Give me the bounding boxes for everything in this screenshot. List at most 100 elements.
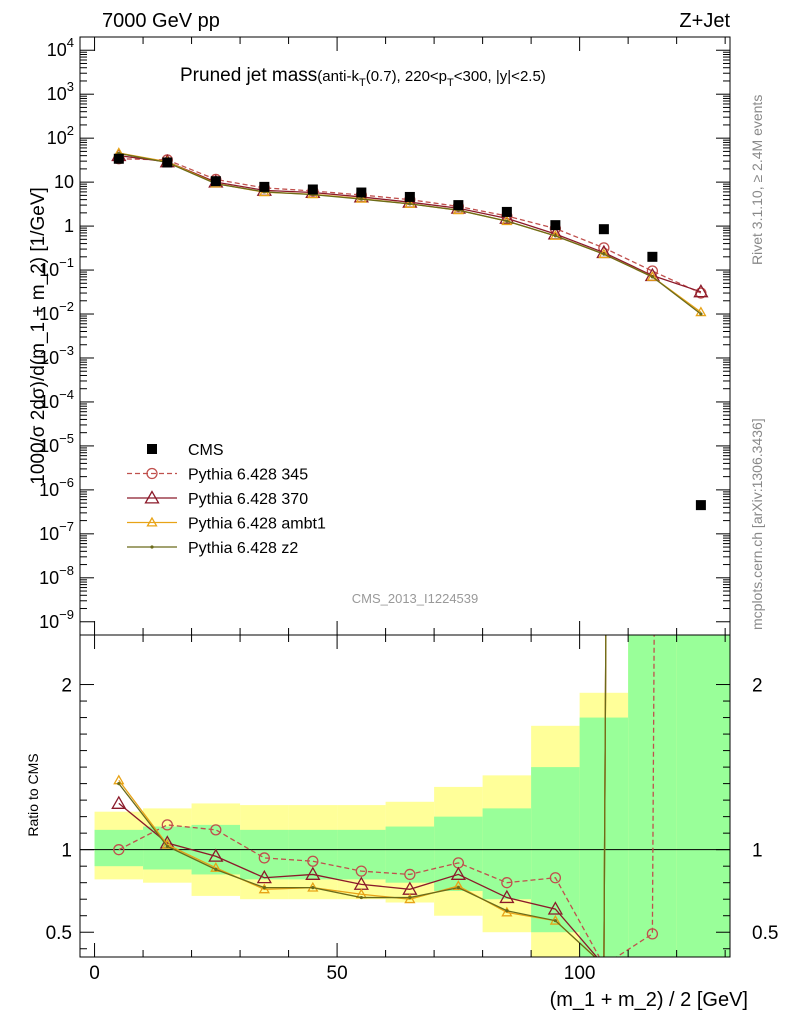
mcplots-label: mcplots.cern.ch [arXiv:1306.3436] bbox=[749, 418, 765, 630]
plot-title: Pruned jet mass(anti-kT(0.7), 220<pT<300… bbox=[180, 65, 546, 89]
data-point bbox=[553, 234, 557, 238]
data-point bbox=[113, 153, 124, 164]
ratio-line bbox=[118, 635, 607, 957]
data-point bbox=[359, 895, 363, 900]
ratio-y-tick-label-right: 0.5 bbox=[752, 923, 778, 944]
title-sub-sub2: T bbox=[447, 77, 454, 89]
data-point bbox=[699, 312, 703, 316]
data-point bbox=[453, 200, 464, 211]
y-tick-label: 104 bbox=[47, 35, 74, 60]
series-line bbox=[118, 152, 702, 313]
data-point bbox=[311, 886, 315, 890]
data-point bbox=[262, 886, 266, 890]
ratio-y-tick-label: 0.5 bbox=[46, 923, 72, 944]
xlabel: (m_1 + m_2) / 2 [GeV] bbox=[550, 989, 748, 1011]
title-main: Pruned jet mass bbox=[180, 65, 317, 86]
ratio-line bbox=[118, 635, 655, 957]
data-point bbox=[408, 202, 412, 206]
data-point bbox=[258, 852, 270, 864]
inner-band-segment bbox=[434, 816, 483, 891]
ratio-frame bbox=[79, 634, 731, 958]
data-point bbox=[646, 928, 659, 940]
legend-label: Pythia 6.428 370 bbox=[188, 491, 308, 508]
ratio-y-tick-label: 1 bbox=[61, 841, 72, 862]
rivet-label: Rivet 3.1.10, ≥ 2.4M events bbox=[749, 95, 765, 265]
data-point bbox=[450, 866, 466, 880]
data-point bbox=[404, 191, 415, 202]
data-point bbox=[695, 500, 706, 511]
legend-label: Pythia 6.428 ambt1 bbox=[188, 516, 326, 533]
x-tick-label: 0 bbox=[89, 963, 100, 984]
data-point bbox=[208, 848, 224, 862]
y-tick-label: 10−2 bbox=[39, 299, 74, 324]
inner-band-segment bbox=[676, 635, 730, 957]
data-point bbox=[147, 444, 157, 454]
inner-band-segment bbox=[288, 829, 338, 880]
title-sub-suffix: <300, |y|<2.5) bbox=[454, 68, 546, 85]
ratio-marks bbox=[111, 635, 659, 957]
data-point bbox=[602, 252, 606, 256]
y-tick-label: 10−5 bbox=[39, 431, 74, 456]
data-point bbox=[214, 867, 218, 872]
data-point bbox=[259, 181, 270, 192]
data-point bbox=[146, 516, 158, 527]
main-ylabel: 1000/σ 2dσ)/d(m_1 + m_2) [1/GeV] bbox=[28, 187, 49, 485]
data-point bbox=[408, 895, 412, 900]
data-point bbox=[210, 176, 221, 187]
y-tick-label: 10−7 bbox=[39, 519, 74, 544]
main-axes: 10−9 10−8 10−7 10−6 10−5 10−4 10−3 10−2 10−1 1 10 1… bbox=[39, 35, 730, 635]
data-point bbox=[404, 868, 416, 881]
y-tick-label: 10−8 bbox=[39, 563, 74, 588]
legend-label: CMS bbox=[188, 442, 224, 459]
inner-band-segment bbox=[482, 808, 532, 900]
data-point bbox=[165, 844, 169, 848]
data-point bbox=[456, 886, 460, 890]
ratio-y-tick-label: 2 bbox=[61, 676, 72, 697]
data-point bbox=[501, 206, 512, 217]
y-tick-label: 10−4 bbox=[39, 387, 74, 412]
data-point bbox=[549, 872, 562, 884]
data-point bbox=[499, 210, 515, 224]
data-point bbox=[501, 877, 513, 889]
ratio-y-tick-label-right: 2 bbox=[752, 676, 763, 697]
data-point bbox=[210, 862, 222, 872]
header-right: Z+Jet bbox=[679, 10, 730, 32]
data-point bbox=[307, 855, 319, 867]
y-tick-label: 1 bbox=[64, 216, 74, 236]
data-point bbox=[161, 819, 173, 831]
ratio-bands bbox=[80, 635, 730, 957]
main-frame bbox=[79, 36, 731, 636]
legend-label: Pythia 6.428 z2 bbox=[188, 540, 298, 557]
y-tick-label: 102 bbox=[47, 123, 74, 148]
data-point bbox=[355, 865, 367, 877]
data-point bbox=[505, 909, 509, 913]
header-left: 7000 GeV pp bbox=[102, 10, 220, 32]
data-point bbox=[356, 187, 367, 198]
analysis-watermark: CMS_2013_I1224539 bbox=[352, 591, 479, 606]
title-sub-mid: (0.7), 220<p bbox=[366, 68, 447, 85]
title-sub-prefix: (anti-k bbox=[317, 68, 359, 85]
data-point bbox=[117, 782, 121, 786]
data-point bbox=[258, 883, 270, 894]
ratio-axes: 0.5 0.5 1 1 2 2 0 50 100 bbox=[46, 635, 778, 984]
inner-band-segment bbox=[94, 829, 144, 867]
data-point bbox=[113, 844, 125, 856]
data-point bbox=[404, 893, 416, 904]
ratio-ylabel: Ratio to CMS bbox=[25, 753, 41, 836]
x-tick-label: 100 bbox=[564, 963, 596, 984]
data-point bbox=[647, 251, 658, 262]
legend: CMS Pythia 6.428 345 Pythia 6.428 370 Pythi… bbox=[127, 442, 326, 557]
inner-band-segment bbox=[628, 635, 677, 957]
data-point bbox=[505, 219, 509, 223]
title-sub-sub1: T bbox=[359, 77, 366, 89]
data-point bbox=[693, 283, 709, 298]
data-point bbox=[550, 220, 561, 231]
data-point bbox=[452, 880, 464, 891]
ratio-y-tick-label-right: 1 bbox=[752, 841, 763, 862]
main-marks bbox=[111, 147, 709, 511]
y-tick-label: 10−1 bbox=[39, 255, 74, 280]
data-point bbox=[162, 157, 173, 168]
data-point bbox=[355, 192, 367, 203]
ratio-line bbox=[118, 635, 607, 957]
